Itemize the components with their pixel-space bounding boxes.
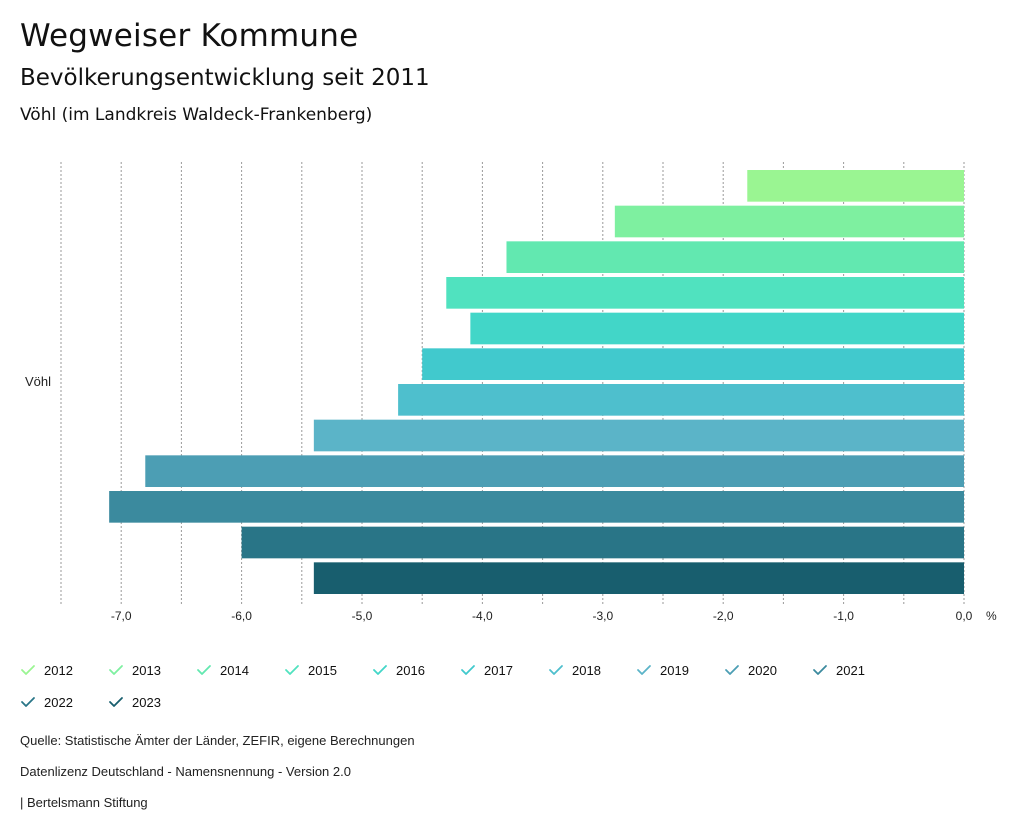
legend-label: 2018 (572, 662, 601, 678)
source-note: Quelle: Statistische Ämter der Länder, Z… (20, 733, 415, 748)
bar-2016[interactable] (470, 312, 964, 345)
bar-2021[interactable] (109, 491, 964, 523)
legend-item-2020[interactable]: 2020 (724, 660, 777, 680)
legend-label: 2017 (484, 662, 513, 678)
legend-item-2023[interactable]: 2023 (108, 692, 161, 712)
check-icon (725, 665, 739, 675)
check-icon (197, 665, 211, 675)
legend-label: 2013 (132, 662, 161, 678)
x-axis-unit: % (986, 609, 997, 623)
legend-item-2017[interactable]: 2017 (460, 660, 513, 680)
legend-item-2014[interactable]: 2014 (196, 660, 249, 680)
license-note: Datenlizenz Deutschland - Namensnennung … (20, 764, 351, 779)
legend-item-2018[interactable]: 2018 (548, 660, 601, 680)
x-tick-label: -5,0 (352, 609, 373, 623)
x-tick-label: 0,0 (956, 609, 973, 623)
x-tick-label: -4,0 (472, 609, 493, 623)
publisher-note: | Bertelsmann Stiftung (20, 795, 148, 810)
legend-item-2021[interactable]: 2021 (812, 660, 865, 680)
check-icon (21, 697, 35, 707)
legend-item-2022[interactable]: 2022 (20, 692, 73, 712)
legend-item-2019[interactable]: 2019 (636, 660, 689, 680)
legend-label: 2012 (44, 662, 73, 678)
check-icon (373, 665, 387, 675)
x-tick-label: -7,0 (111, 609, 132, 623)
bar-chart: -7,0 -6,0 -5,0 -4,0 -3,0 -2,0 -1,0 0,0 % Vöhl (25, 162, 997, 623)
legend-label: 2019 (660, 662, 689, 678)
legend-label: 2016 (396, 662, 425, 678)
bar-2023[interactable] (313, 562, 965, 594)
legend-label: 2021 (836, 662, 865, 678)
chart-subtitle: Bevölkerungsentwicklung seit 2011 (20, 65, 430, 91)
category-label: Vöhl (25, 374, 51, 389)
page-title: Wegweiser Kommune (20, 18, 359, 54)
x-tick-label: -6,0 (231, 609, 252, 623)
legend-item-2013[interactable]: 2013 (108, 660, 161, 680)
bar-2022[interactable] (241, 526, 965, 559)
x-tick-label: -2,0 (713, 609, 734, 623)
check-icon (21, 665, 35, 675)
legend-label: 2014 (220, 662, 249, 678)
x-tick-label: -3,0 (592, 609, 613, 623)
legend-label: 2023 (132, 694, 161, 710)
check-icon (109, 697, 123, 707)
legend-item-2012[interactable]: 2012 (20, 660, 73, 680)
x-tick-label: -1,0 (833, 609, 854, 623)
check-icon (461, 665, 475, 675)
bar-2014[interactable] (506, 241, 964, 273)
check-icon (285, 665, 299, 675)
check-icon (637, 665, 651, 675)
bar-2015[interactable] (446, 277, 964, 309)
bar-2017[interactable] (422, 348, 964, 380)
legend-label: 2015 (308, 662, 337, 678)
bar-2020[interactable] (145, 455, 964, 487)
legend-item-2015[interactable]: 2015 (284, 660, 337, 680)
bar-2019[interactable] (313, 419, 965, 452)
legend-label: 2022 (44, 694, 73, 710)
check-icon (813, 665, 827, 675)
check-icon (109, 665, 123, 675)
bar-2018[interactable] (398, 384, 964, 416)
bar-2013[interactable] (614, 205, 964, 238)
bar-2012[interactable] (747, 170, 964, 202)
legend-label: 2020 (748, 662, 777, 678)
legend-item-2016[interactable]: 2016 (372, 660, 425, 680)
check-icon (549, 665, 563, 675)
region-label: Vöhl (im Landkreis Waldeck-Frankenberg) (20, 105, 373, 125)
